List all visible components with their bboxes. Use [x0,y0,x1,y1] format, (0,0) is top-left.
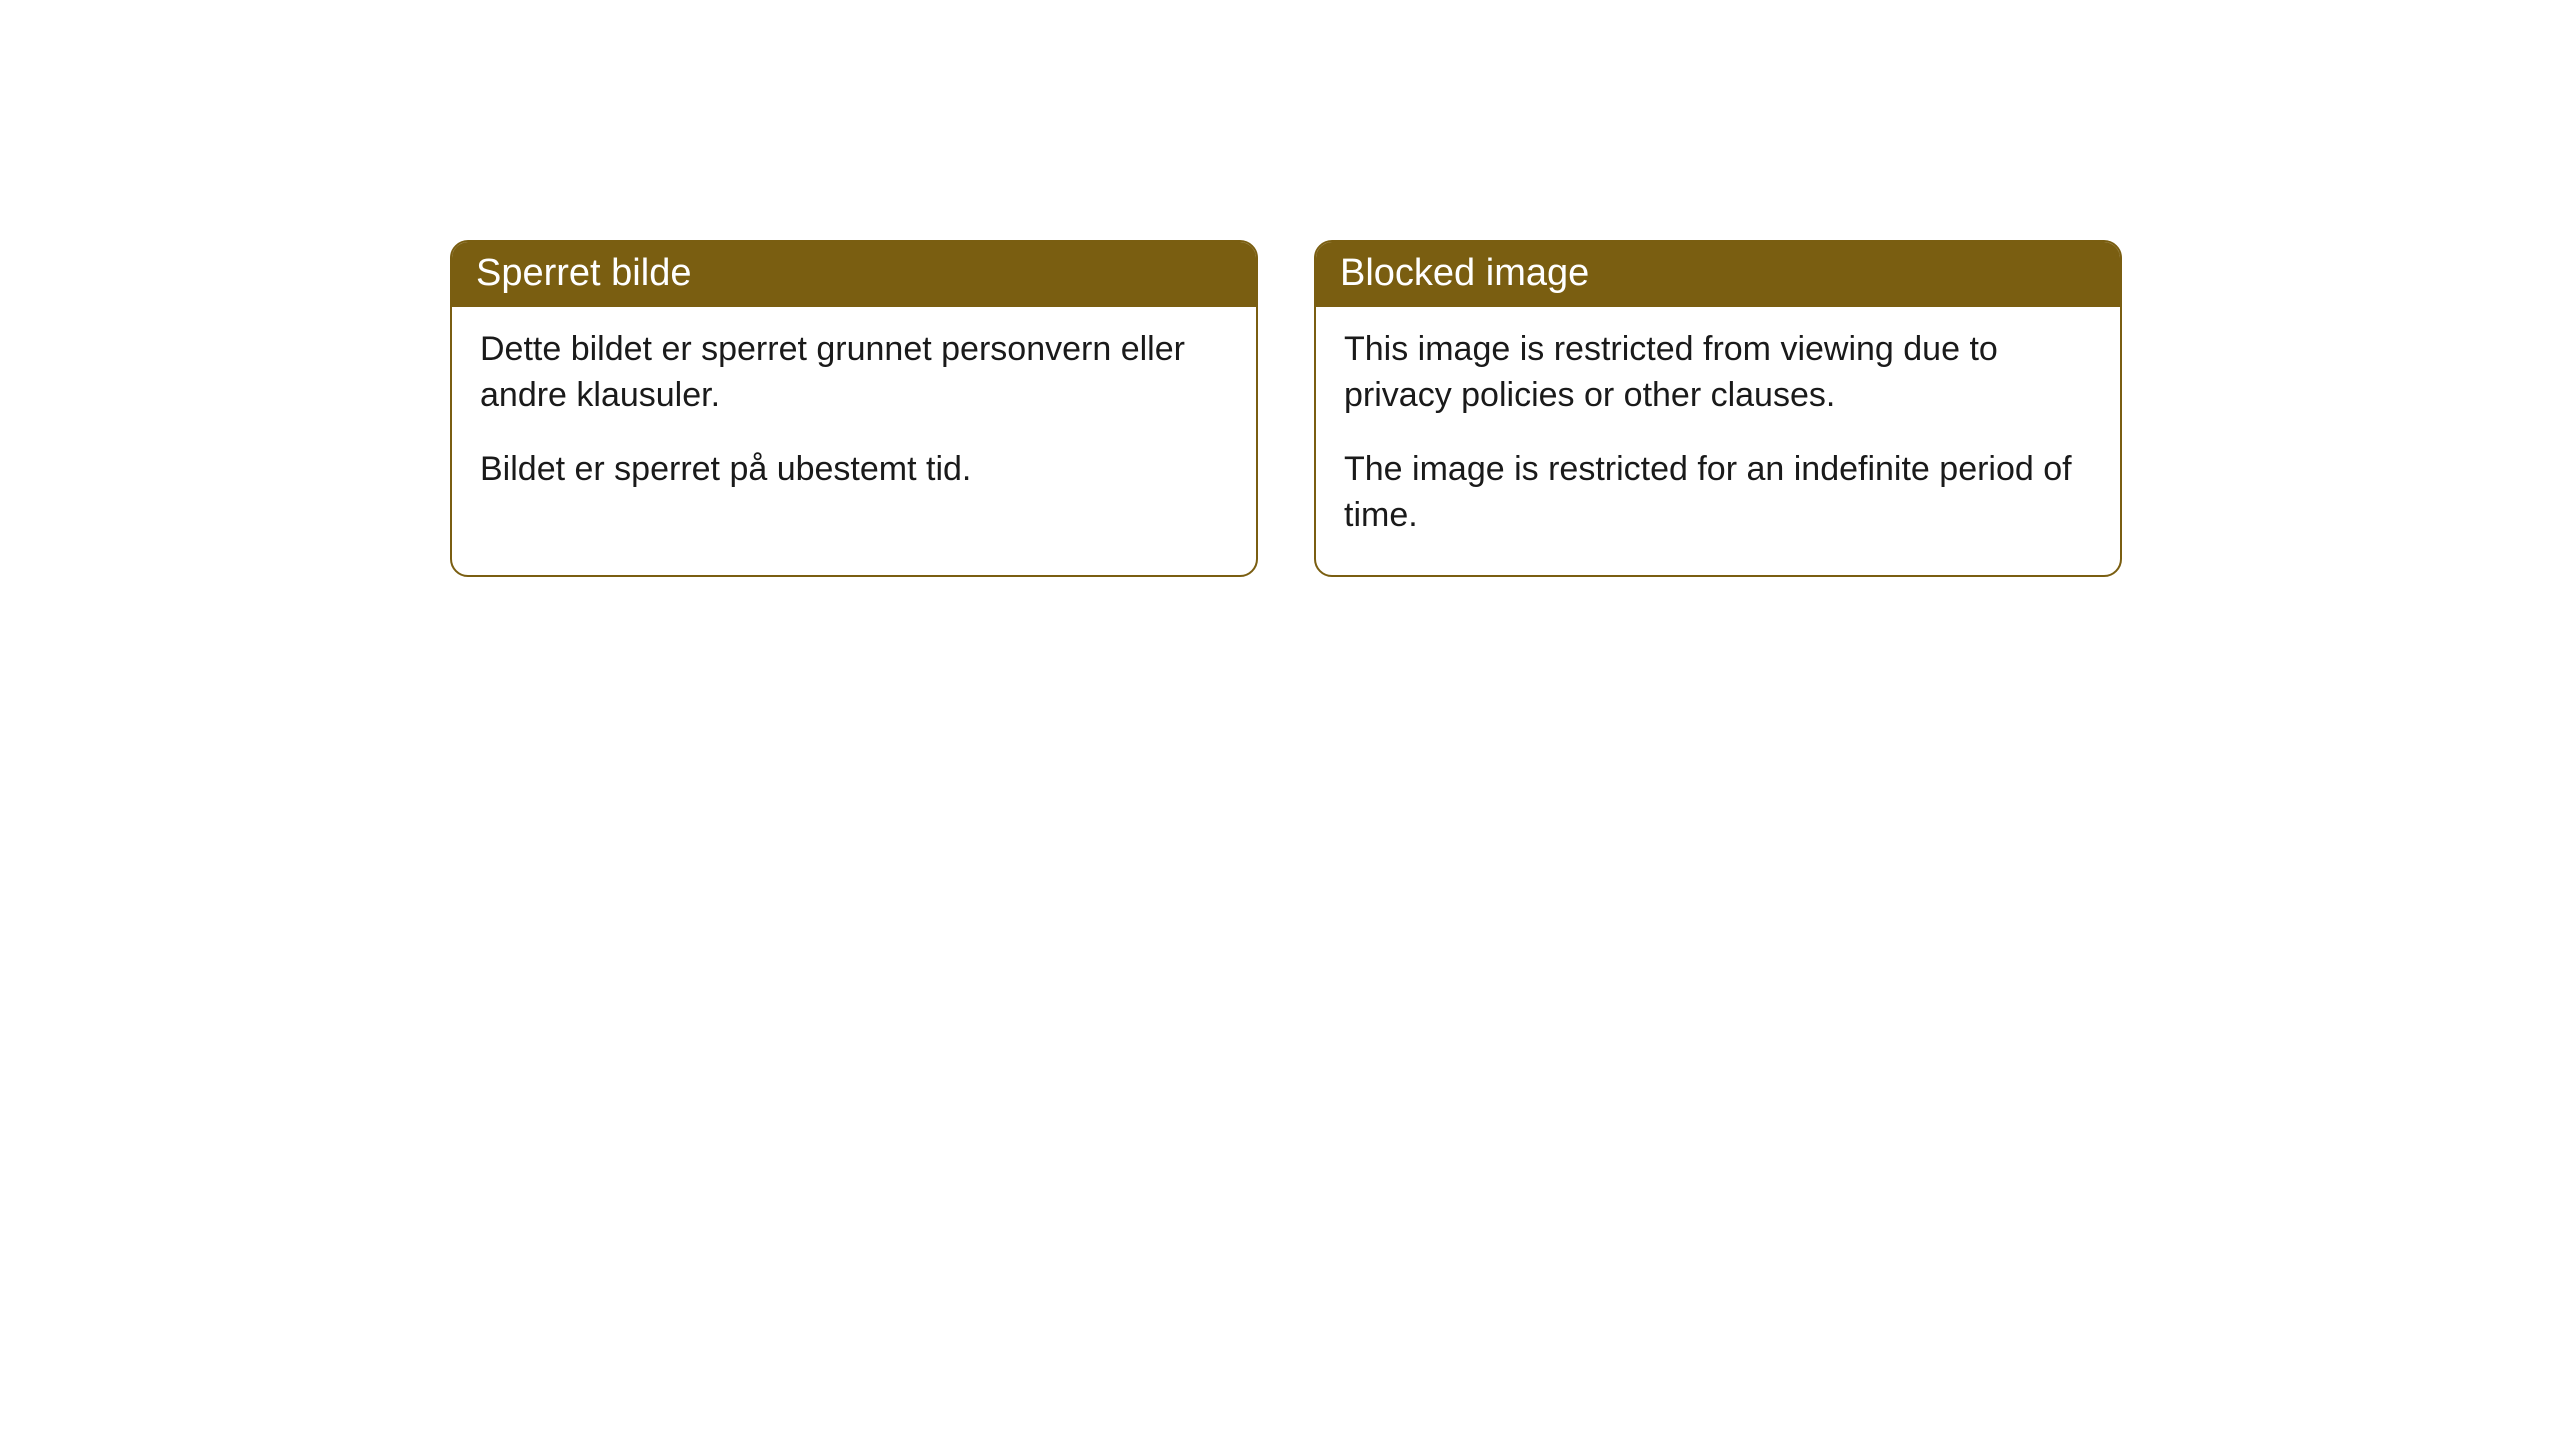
notice-title-norwegian: Sperret bilde [476,252,691,294]
notice-paragraph-1-norwegian: Dette bildet er sperret grunnet personve… [480,327,1228,419]
notice-header-english: Blocked image [1316,242,2120,307]
notice-header-norwegian: Sperret bilde [452,242,1256,307]
notice-paragraph-1-english: This image is restricted from viewing du… [1344,327,2092,419]
notice-body-english: This image is restricted from viewing du… [1316,307,2120,575]
notice-paragraph-2-english: The image is restricted for an indefinit… [1344,447,2092,539]
notice-paragraph-2-norwegian: Bildet er sperret på ubestemt tid. [480,447,1228,493]
notice-card-norwegian: Sperret bilde Dette bildet er sperret gr… [450,240,1258,577]
notice-title-english: Blocked image [1340,252,1589,294]
notice-card-english: Blocked image This image is restricted f… [1314,240,2122,577]
notice-container: Sperret bilde Dette bildet er sperret gr… [0,0,2560,577]
notice-body-norwegian: Dette bildet er sperret grunnet personve… [452,307,1256,529]
